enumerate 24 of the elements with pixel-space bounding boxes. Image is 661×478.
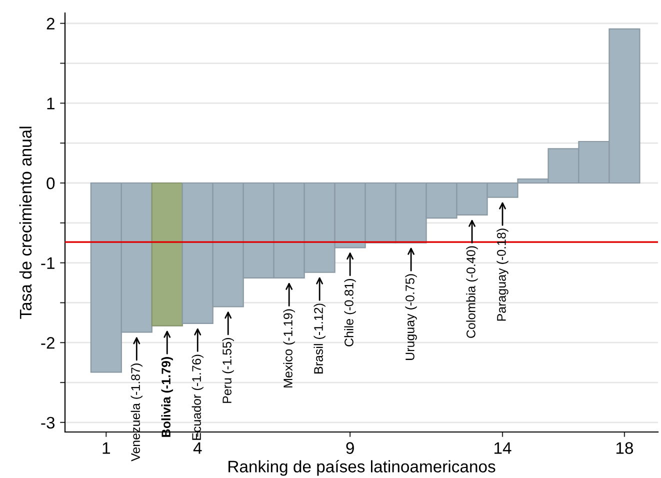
x-tick-label: 14: [494, 442, 512, 454]
x-axis-title: Ranking de países latinoamericanos: [228, 460, 496, 476]
annotation: Venezuela (-1.87): [130, 364, 142, 462]
y-tick-label: -3: [41, 416, 55, 429]
annotation: Bolivia (-1.79): [161, 357, 173, 437]
bar: [151, 182, 183, 326]
y-tick-label: 1: [47, 98, 54, 110]
annotation: Colombia (-0.40): [466, 246, 478, 338]
x-tick-label: 9: [346, 442, 354, 454]
y-axis-title: Tasa de crecimiento anual: [19, 126, 32, 319]
y-tick-label: 2: [46, 18, 54, 30]
annotation: Paraguay (-0.18): [496, 228, 508, 321]
y-tick-label: 0: [46, 177, 55, 190]
annotation: Peru (-1.55): [222, 338, 234, 403]
annotation: Ecuador (-1.76): [192, 354, 204, 440]
x-tick-label: 4: [193, 442, 202, 454]
y-tick-label: -1: [41, 257, 54, 269]
annotation: Chile (-0.81): [344, 278, 356, 346]
annotation: Mexico (-1.19): [283, 309, 295, 388]
annotation: Uruguay (-0.75): [405, 274, 417, 360]
x-tick-label: 1: [102, 442, 110, 454]
annotation: Brasil (-1.12): [314, 304, 326, 374]
y-tick-label: -2: [41, 337, 54, 349]
x-tick-label: 18: [616, 442, 634, 454]
